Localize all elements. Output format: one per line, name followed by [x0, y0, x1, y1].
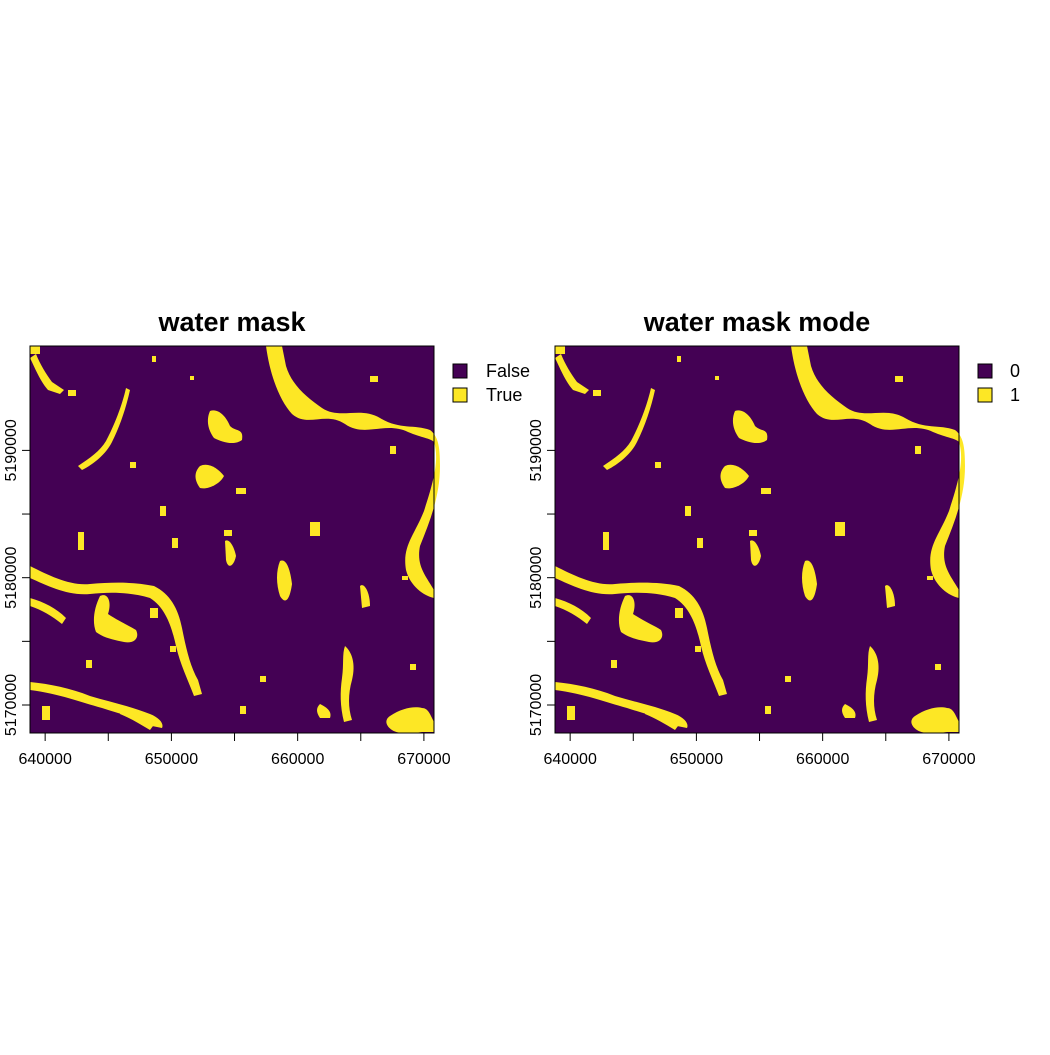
legend-item-false: False [452, 361, 530, 381]
x-tick-label: 650000 [145, 751, 198, 768]
y-tick-label: 5190000 [3, 419, 20, 481]
panel-title: water mask mode [643, 307, 871, 337]
y-tick-label: 5190000 [528, 419, 545, 481]
x-tick-label: 670000 [922, 751, 975, 768]
x-tick-label: 640000 [18, 751, 71, 768]
x-tick-label: 670000 [397, 751, 450, 768]
x-tick-label: 640000 [543, 751, 596, 768]
legend: 0 1 [977, 361, 1020, 405]
legend-label-0: 0 [1010, 361, 1020, 381]
y-tick-label: 5180000 [3, 546, 20, 608]
raster-background [555, 346, 959, 733]
legend-swatch-0 [977, 363, 993, 379]
legend-item-true: True [452, 385, 522, 405]
y-tick-label: 5170000 [3, 674, 20, 736]
y-axis: 5170000 5180000 5190000 [528, 419, 555, 736]
panel-water-mask: water mask 640000 650000 660000 670000 5170… [3, 307, 530, 768]
legend-label-1: 1 [1010, 385, 1020, 405]
y-tick-label: 5180000 [528, 546, 545, 608]
raster-background [30, 346, 434, 733]
y-tick-label: 5170000 [528, 674, 545, 736]
panel-water-mask-mode: water mask mode 640000 650000 660000 670000… [528, 307, 1020, 768]
panel-title: water mask [157, 307, 306, 337]
map-raster [30, 346, 440, 734]
x-tick-label: 660000 [796, 751, 849, 768]
legend-swatch-true [452, 387, 468, 403]
plot-frame [554, 345, 960, 734]
y-axis: 5170000 5180000 5190000 [3, 419, 30, 736]
legend-label-true: True [486, 385, 522, 405]
legend-item-1: 1 [977, 385, 1020, 405]
legend-label-false: False [486, 361, 530, 381]
legend-item-0: 0 [977, 361, 1020, 381]
map-raster [555, 346, 965, 734]
legend-swatch-1 [977, 387, 993, 403]
x-axis: 640000 650000 660000 670000 [18, 733, 451, 768]
plot-frame [29, 345, 435, 734]
x-tick-label: 650000 [670, 751, 723, 768]
legend-swatch-false [452, 363, 468, 379]
x-axis: 640000 650000 660000 670000 [543, 733, 976, 768]
legend: False True [452, 361, 530, 405]
x-tick-label: 660000 [271, 751, 324, 768]
